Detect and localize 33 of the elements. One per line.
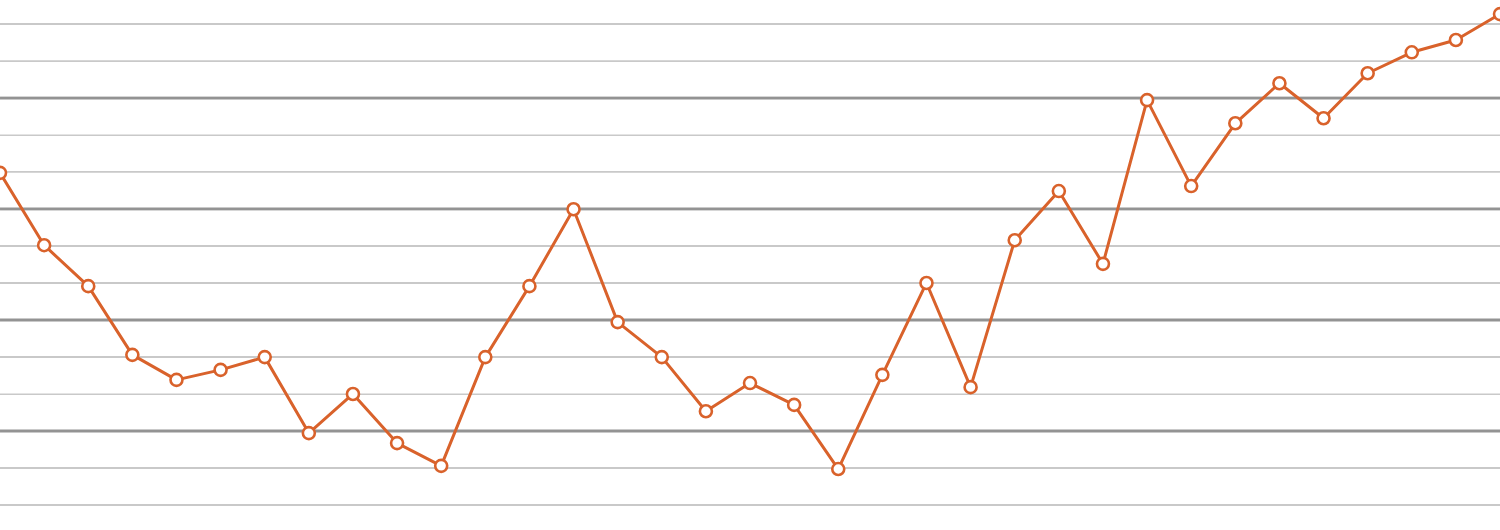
point [698, 403, 714, 419]
point [1448, 32, 1464, 48]
point [1272, 75, 1287, 91]
point [522, 278, 537, 294]
point [786, 397, 802, 413]
point [213, 362, 228, 378]
point [345, 386, 361, 402]
point [1360, 65, 1375, 81]
point [610, 314, 625, 330]
point [1183, 178, 1199, 194]
point [125, 347, 140, 363]
point [389, 435, 405, 451]
point [1095, 256, 1111, 272]
point [875, 367, 890, 383]
point [36, 237, 52, 253]
point [1316, 110, 1331, 126]
point [80, 278, 96, 294]
point [566, 201, 581, 217]
point [919, 275, 934, 291]
point [1139, 92, 1155, 108]
point [963, 379, 978, 395]
point [830, 461, 846, 477]
point [1007, 232, 1023, 248]
point [742, 375, 758, 391]
point [433, 458, 449, 474]
point [1051, 183, 1067, 199]
point [301, 425, 317, 441]
point [654, 349, 670, 365]
point [478, 349, 493, 365]
point [169, 372, 184, 388]
point [1404, 45, 1420, 60]
point [1228, 115, 1243, 131]
point [257, 349, 273, 365]
